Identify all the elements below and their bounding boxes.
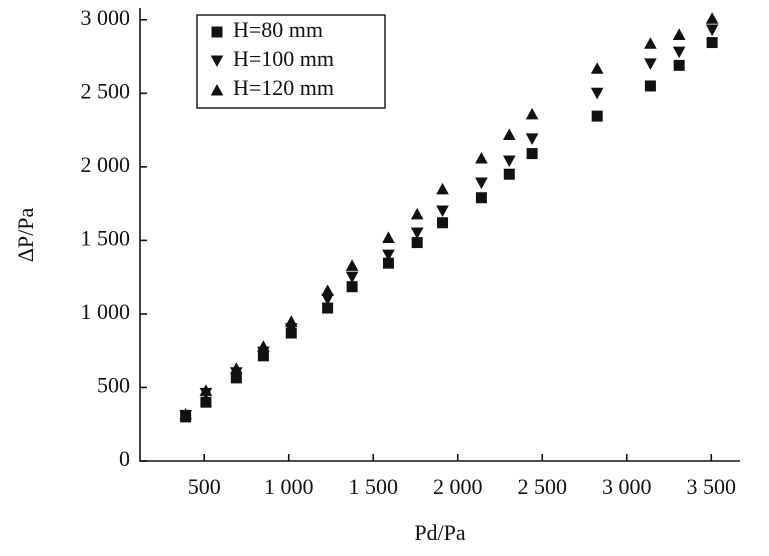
marker bbox=[525, 133, 539, 145]
x-tick-label: 2 500 bbox=[518, 474, 568, 499]
marker bbox=[179, 407, 192, 420]
y-axis-label: ΔP/Pa bbox=[13, 208, 38, 263]
marker bbox=[410, 227, 424, 240]
marker bbox=[475, 177, 488, 190]
legend-box bbox=[196, 14, 386, 109]
legend-marker bbox=[210, 55, 224, 68]
marker bbox=[284, 315, 298, 327]
x-tick-label: 1 000 bbox=[264, 474, 314, 499]
marker bbox=[591, 110, 603, 122]
marker bbox=[644, 58, 657, 70]
legend-marker bbox=[211, 26, 223, 38]
marker bbox=[321, 284, 334, 296]
marker bbox=[346, 281, 358, 293]
marker bbox=[436, 182, 449, 195]
marker bbox=[475, 192, 487, 204]
marker bbox=[410, 207, 424, 220]
marker bbox=[706, 37, 718, 49]
x-tick-label: 500 bbox=[188, 474, 221, 499]
legend-label: H=80 mm bbox=[233, 17, 323, 42]
y-tick-label: 1 500 bbox=[81, 225, 131, 250]
marker bbox=[345, 271, 359, 284]
legend-label: H=120 mm bbox=[233, 75, 334, 100]
x-axis-label: Pd/Pa bbox=[414, 520, 466, 545]
marker bbox=[257, 340, 270, 352]
marker bbox=[705, 12, 719, 24]
y-tick-label: 500 bbox=[97, 373, 130, 398]
marker bbox=[525, 107, 539, 120]
y-tick-label: 2 500 bbox=[81, 78, 131, 103]
marker bbox=[526, 148, 538, 160]
marker bbox=[199, 384, 213, 396]
y-tick-label: 2 000 bbox=[81, 152, 131, 177]
marker bbox=[503, 168, 515, 180]
marker bbox=[230, 362, 243, 374]
marker bbox=[672, 28, 686, 40]
marker bbox=[644, 37, 657, 49]
legend-marker bbox=[210, 83, 224, 96]
marker bbox=[475, 151, 488, 164]
y-tick-label: 0 bbox=[119, 446, 130, 471]
marker bbox=[502, 155, 516, 168]
marker bbox=[672, 46, 686, 59]
marker bbox=[200, 396, 212, 408]
marker bbox=[705, 24, 719, 37]
marker bbox=[411, 237, 423, 249]
y-tick-label: 1 000 bbox=[81, 299, 131, 324]
marker bbox=[437, 217, 449, 229]
marker bbox=[644, 80, 656, 92]
marker bbox=[382, 249, 395, 262]
x-tick-label: 3 500 bbox=[687, 474, 737, 499]
marker bbox=[436, 205, 449, 218]
x-tick-label: 2 000 bbox=[433, 474, 483, 499]
marker bbox=[502, 128, 516, 140]
marker bbox=[382, 257, 394, 269]
marker bbox=[322, 302, 334, 314]
marker bbox=[382, 231, 395, 243]
marker bbox=[590, 62, 604, 74]
marker bbox=[673, 59, 685, 71]
x-tick-label: 1 500 bbox=[348, 474, 398, 499]
y-tick-label: 3 000 bbox=[81, 5, 131, 30]
marker bbox=[590, 87, 604, 100]
x-tick-label: 3 000 bbox=[602, 474, 652, 499]
marker bbox=[321, 293, 334, 306]
legend-label: H=100 mm bbox=[233, 46, 334, 71]
marker bbox=[345, 259, 359, 271]
